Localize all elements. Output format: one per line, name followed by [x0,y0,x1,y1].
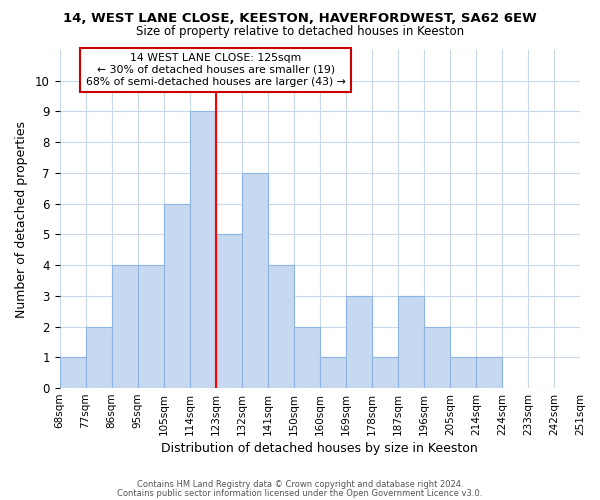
Bar [424,326,450,388]
Bar [294,326,320,388]
Text: 14 WEST LANE CLOSE: 125sqm
← 30% of detached houses are smaller (19)
68% of semi: 14 WEST LANE CLOSE: 125sqm ← 30% of deta… [86,54,346,86]
Bar [398,296,424,388]
Bar [242,173,268,388]
Bar [268,265,294,388]
Bar [320,358,346,388]
Bar [86,326,112,388]
Bar [137,265,164,388]
Bar [346,296,372,388]
Bar [190,112,215,388]
Bar [112,265,137,388]
Text: Contains HM Land Registry data © Crown copyright and database right 2024.: Contains HM Land Registry data © Crown c… [137,480,463,489]
Bar [164,204,190,388]
Text: Size of property relative to detached houses in Keeston: Size of property relative to detached ho… [136,25,464,38]
Bar [372,358,398,388]
Bar [476,358,502,388]
X-axis label: Distribution of detached houses by size in Keeston: Distribution of detached houses by size … [161,442,478,455]
Bar [215,234,242,388]
Bar [59,358,86,388]
Text: Contains public sector information licensed under the Open Government Licence v3: Contains public sector information licen… [118,488,482,498]
Bar [450,358,476,388]
Y-axis label: Number of detached properties: Number of detached properties [15,120,28,318]
Text: 14, WEST LANE CLOSE, KEESTON, HAVERFORDWEST, SA62 6EW: 14, WEST LANE CLOSE, KEESTON, HAVERFORDW… [63,12,537,26]
